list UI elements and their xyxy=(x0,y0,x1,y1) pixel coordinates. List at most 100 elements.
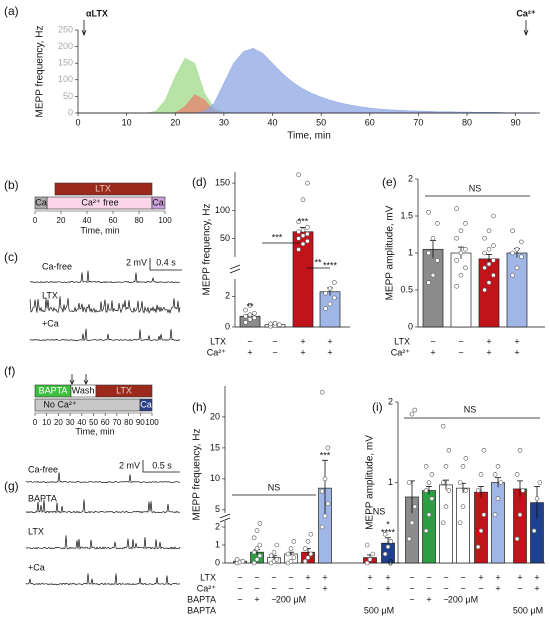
data-point xyxy=(510,272,515,278)
data-point xyxy=(478,472,484,477)
data-point xyxy=(423,464,429,469)
condition: + xyxy=(534,572,539,582)
tick-label: 90 xyxy=(136,418,145,427)
data-point xyxy=(446,488,452,493)
panel-g: (g) Ca-free BAPTA LTX +Ca 2 mV 0.5 s xyxy=(4,460,180,572)
data-point xyxy=(426,280,431,285)
condition: + xyxy=(327,336,332,346)
ca-text: Ca xyxy=(140,399,152,409)
tick-label: 60 xyxy=(109,216,118,225)
y-tick-label: 1.5 xyxy=(400,210,413,220)
data-point xyxy=(510,250,515,256)
trace xyxy=(29,270,181,284)
data-point xyxy=(382,551,388,557)
condition: + xyxy=(486,347,491,357)
condition: − xyxy=(271,583,276,593)
data-point xyxy=(498,480,504,485)
data-point xyxy=(332,295,337,301)
tick-label: 100 xyxy=(145,418,159,427)
tick-label: 20 xyxy=(57,216,66,225)
data-point xyxy=(300,233,306,238)
data-point xyxy=(482,250,487,256)
y-tick-label: 100 xyxy=(58,74,73,84)
annotation: *** xyxy=(298,216,309,226)
condition: + xyxy=(495,583,500,593)
condition: − xyxy=(237,583,242,593)
condition: − xyxy=(247,336,252,346)
arrow xyxy=(81,20,87,37)
data-point xyxy=(382,531,388,537)
data-point xyxy=(514,247,520,252)
data-point xyxy=(429,472,435,477)
data-point xyxy=(491,213,496,219)
annotation: NS xyxy=(464,404,477,414)
annotation: **** xyxy=(381,527,396,537)
row-label: Ca²⁺ xyxy=(207,347,227,357)
ltx-text: LTX xyxy=(116,385,132,395)
data-point xyxy=(514,472,520,477)
data-point xyxy=(247,303,253,308)
data-point xyxy=(296,229,301,235)
y-tick-label: 0 xyxy=(388,557,393,567)
data-point xyxy=(272,320,278,326)
bar xyxy=(491,482,505,564)
annotation: *** xyxy=(320,450,331,460)
data-point xyxy=(254,528,260,533)
y-tick-label: 0 xyxy=(215,557,220,567)
condition: + xyxy=(322,572,327,582)
condition: − xyxy=(460,583,465,593)
data-point xyxy=(288,558,294,564)
data-point xyxy=(426,250,431,256)
scale-label: 0.4 s xyxy=(156,257,176,267)
tick-label: 0 xyxy=(33,216,38,225)
data-point xyxy=(491,243,496,248)
data-point xyxy=(291,555,297,560)
ca-text: Ca xyxy=(35,197,47,207)
data-point xyxy=(426,480,432,485)
data-point xyxy=(370,551,376,557)
data-point xyxy=(268,553,274,559)
data-point xyxy=(519,254,524,260)
data-point xyxy=(254,557,260,562)
trace-label: +Ca xyxy=(28,562,45,572)
scale-label: 2 mV xyxy=(126,257,147,267)
row-label: Ca²⁺ xyxy=(391,347,411,357)
data-point xyxy=(257,542,263,548)
row-label: BAPTA xyxy=(187,594,216,604)
condition: − xyxy=(271,594,276,604)
data-point xyxy=(288,546,294,551)
data-point xyxy=(460,464,466,469)
panel-f: (f) BAPTA Wash LTX No Ca²⁺ Ca Time, min xyxy=(4,364,153,436)
data-point xyxy=(458,272,464,278)
data-point xyxy=(429,496,435,501)
dose-label: 200 μM xyxy=(448,594,478,604)
tick-label: 80 xyxy=(135,216,144,225)
data-point xyxy=(430,235,436,241)
data-point xyxy=(305,180,310,186)
data-point xyxy=(274,557,280,562)
data-point xyxy=(406,480,412,485)
data-point xyxy=(486,280,492,285)
data-point xyxy=(385,544,391,550)
data-point xyxy=(285,551,291,557)
row-label: Ca²⁺ xyxy=(197,583,217,593)
condition: − xyxy=(443,572,448,582)
row-label: LTX xyxy=(210,336,226,346)
arrow xyxy=(69,374,89,385)
data-point xyxy=(481,447,487,453)
y-tick-label: 150 xyxy=(58,58,73,68)
condition: + xyxy=(385,572,390,582)
data-point xyxy=(305,238,310,244)
data-point xyxy=(409,520,415,526)
condition: + xyxy=(430,347,435,357)
data-point xyxy=(517,512,523,518)
tick-label: 60 xyxy=(101,418,110,427)
trace-label: Ca-free xyxy=(42,261,72,271)
x-tick-label: 70 xyxy=(413,117,423,127)
trace-label: LTX xyxy=(28,526,44,536)
data-point xyxy=(486,228,492,234)
y-tick-label: 10 xyxy=(210,473,220,483)
y-tick-label: 50 xyxy=(63,91,73,101)
data-point xyxy=(495,496,501,501)
